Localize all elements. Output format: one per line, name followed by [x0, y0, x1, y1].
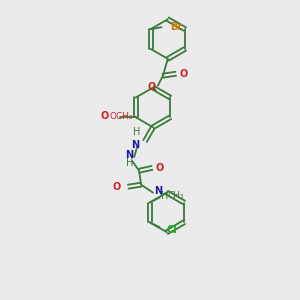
Text: OCH₃: OCH₃: [109, 112, 133, 121]
Text: N: N: [131, 140, 139, 150]
Text: O: O: [148, 82, 156, 92]
Text: N: N: [154, 186, 162, 196]
Text: H: H: [134, 127, 141, 137]
Text: H: H: [161, 190, 169, 201]
Text: Br: Br: [170, 22, 183, 32]
Text: Cl: Cl: [167, 225, 177, 235]
Text: O: O: [101, 111, 109, 121]
Text: CH₃: CH₃: [167, 191, 184, 200]
Text: O: O: [112, 182, 120, 192]
Text: O: O: [156, 163, 164, 173]
Text: H: H: [125, 158, 133, 168]
Text: O: O: [180, 69, 188, 79]
Text: N: N: [125, 150, 133, 160]
